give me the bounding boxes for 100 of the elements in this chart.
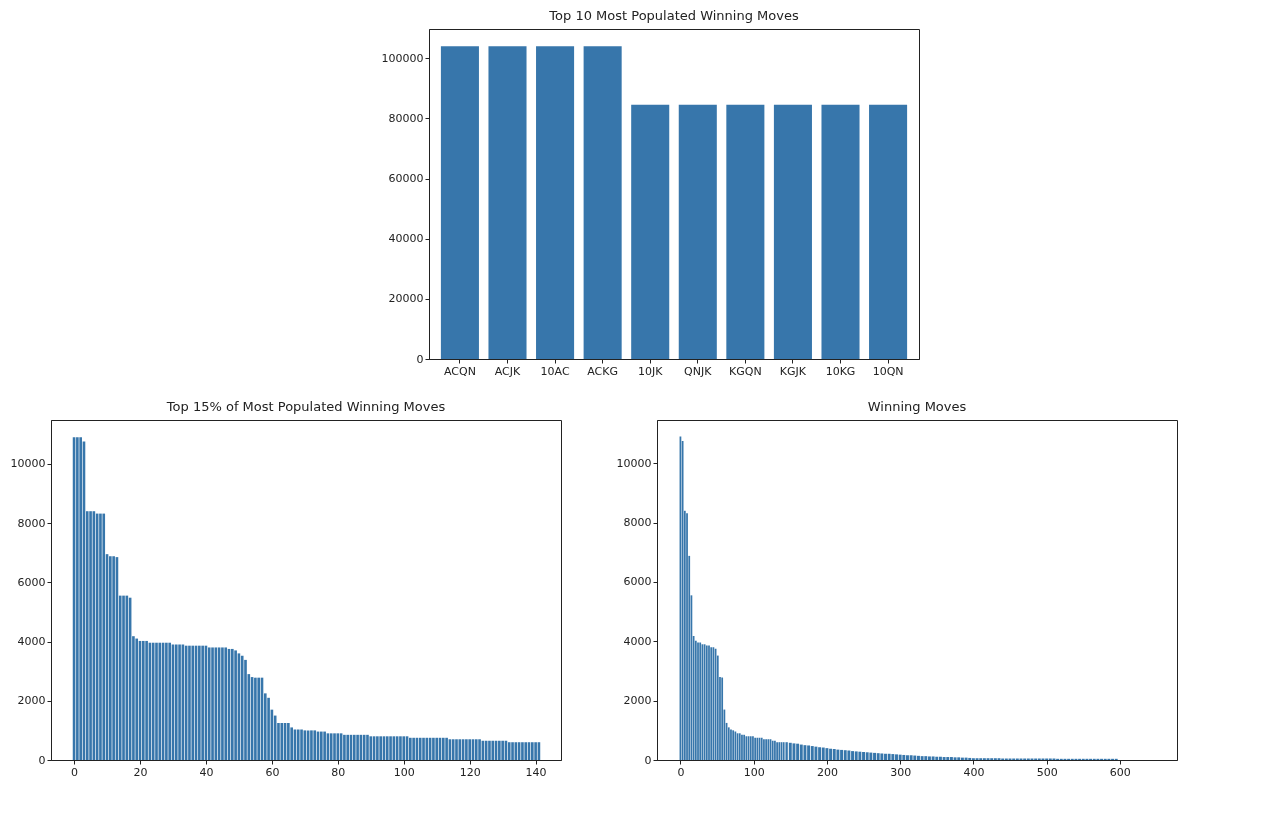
bar [920, 756, 924, 760]
x-tick-label: 10AC [540, 364, 570, 378]
x-tick-label: 400 [963, 765, 985, 779]
bar [887, 753, 891, 760]
bar [810, 746, 814, 760]
y-tick-label: 2000 [623, 694, 652, 708]
bar [869, 752, 873, 760]
bar [880, 753, 884, 760]
x-tick-label: 0 [71, 765, 79, 779]
y-tick-label: 6000 [17, 575, 46, 589]
bar [290, 727, 293, 760]
y-tick-label: 100000 [381, 51, 423, 65]
y-tick-label: 10000 [10, 457, 46, 471]
bar [851, 751, 855, 760]
bar [99, 513, 102, 760]
bar [927, 756, 931, 760]
x-tick-label: 0 [677, 765, 685, 779]
bar [829, 748, 833, 760]
bar [221, 647, 224, 760]
bar [409, 737, 412, 760]
bar [112, 556, 115, 760]
bar [909, 755, 913, 760]
bar [109, 556, 112, 760]
bar [254, 677, 257, 760]
bar [796, 743, 800, 760]
bar [188, 645, 191, 760]
bar [949, 757, 953, 760]
bar [376, 736, 379, 760]
x-tick-label: 10QN [872, 364, 904, 378]
bar [76, 437, 79, 760]
bar [165, 642, 168, 760]
bar [832, 749, 836, 760]
bar [818, 747, 822, 760]
bar [865, 752, 869, 760]
x-tick-label: 10JK [637, 364, 663, 378]
chart-title: Top 15% of Most Populated Winning Moves [165, 399, 446, 414]
bar [168, 642, 171, 760]
x-tick-label: 500 [1036, 765, 1058, 779]
y-tick-label: 8000 [17, 516, 46, 530]
bar [445, 737, 448, 760]
bar [836, 749, 840, 760]
x-tick-label: ACQN [443, 364, 476, 378]
bar [858, 751, 862, 760]
bar [946, 757, 950, 760]
bar [862, 751, 865, 760]
bar [843, 750, 847, 760]
bar [366, 734, 369, 760]
bar [498, 740, 501, 760]
bar [333, 733, 336, 760]
x-tick-label: 300 [890, 765, 912, 779]
bar [840, 749, 844, 760]
bar [300, 729, 303, 760]
bar [455, 739, 458, 760]
x-tick-label: 100 [743, 765, 765, 779]
bar [534, 742, 537, 760]
chart-title: Winning Moves [867, 399, 967, 414]
bar [389, 736, 392, 760]
bar [211, 647, 214, 760]
x-tick-label: 200 [816, 765, 838, 779]
x-tick-label: 20 [133, 765, 148, 779]
bar [399, 736, 402, 760]
x-tick-label: QNJK [683, 364, 712, 378]
bar [287, 722, 290, 760]
bar [821, 747, 825, 760]
bar [244, 659, 247, 760]
bar [465, 739, 468, 760]
bar [501, 740, 504, 760]
bar [898, 754, 902, 760]
bar [422, 737, 425, 760]
bar [884, 753, 887, 760]
x-tick-label: ACJK [494, 364, 521, 378]
bar [788, 742, 792, 760]
bar [79, 437, 82, 760]
y-tick-label: 20000 [388, 292, 423, 306]
bar [847, 750, 851, 760]
y-tick-label: 0 [416, 352, 423, 366]
bar [924, 756, 928, 760]
bar [807, 745, 811, 760]
bar [379, 736, 382, 760]
bar [942, 757, 946, 760]
y-tick-label: 2000 [17, 694, 46, 708]
bar [478, 739, 481, 760]
bar [953, 757, 957, 760]
y-tick-label: 60000 [388, 172, 423, 186]
bar [913, 755, 917, 760]
bar [267, 697, 270, 760]
x-tick-label: 600 [1109, 765, 1131, 779]
y-tick-label: 10000 [616, 456, 652, 470]
bar [412, 737, 415, 760]
bar [873, 752, 876, 760]
bar [799, 744, 803, 760]
bar [938, 756, 942, 760]
x-tick-label: ACKG [586, 364, 618, 378]
bar [488, 740, 491, 760]
y-tick-label: 80000 [388, 111, 423, 125]
x-tick-label: 10KG [825, 364, 855, 378]
y-tick-label: 6000 [623, 575, 652, 589]
bar [917, 755, 920, 760]
bar [895, 754, 898, 760]
bar [231, 648, 234, 760]
